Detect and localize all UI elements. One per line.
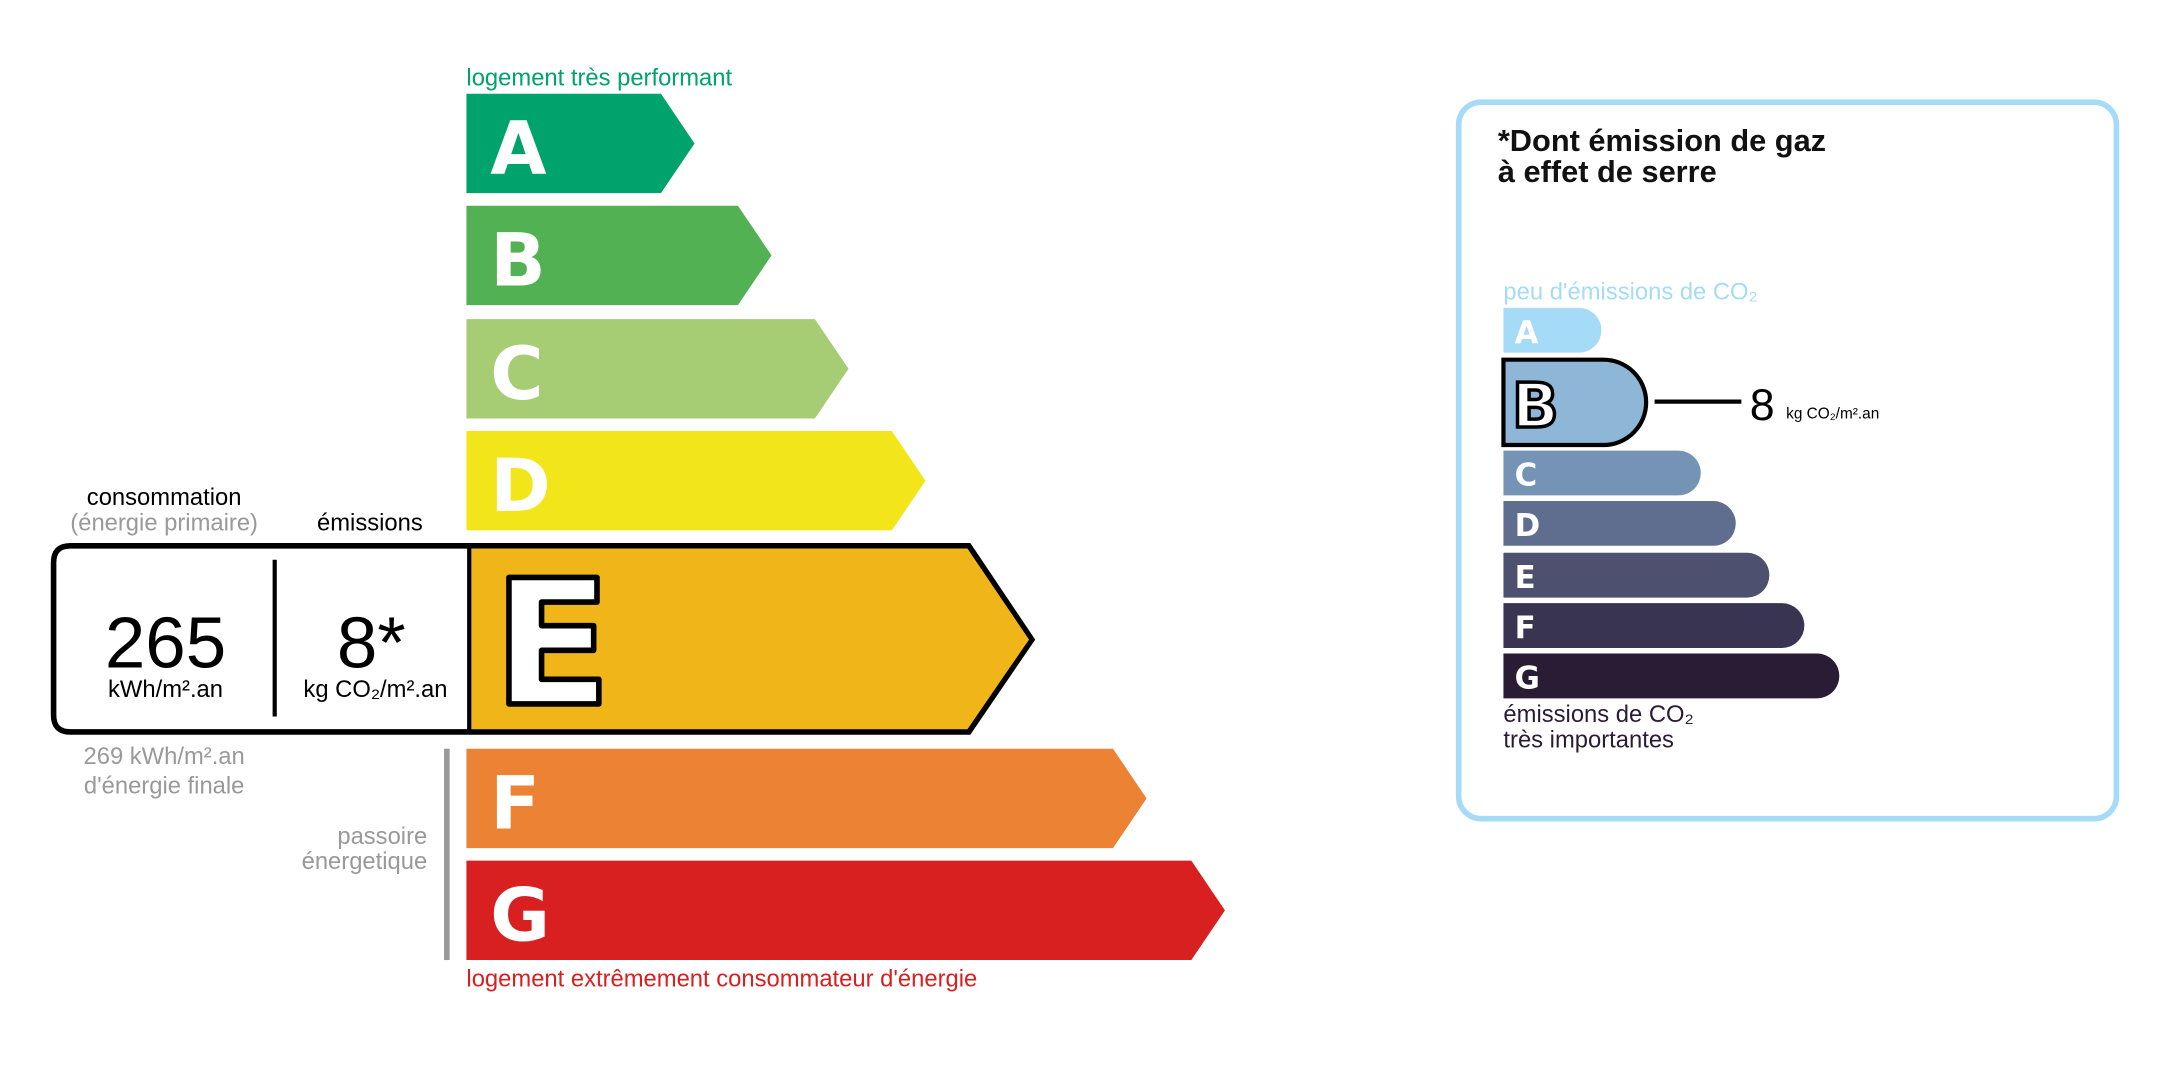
ges-class-bar-b bbox=[1501, 357, 1649, 448]
final-energy-value: 269 kWh/m².an bbox=[84, 743, 245, 770]
consumption-unit: kWh/m².an bbox=[108, 676, 223, 703]
ges-unit: kg CO₂/m².an bbox=[1786, 405, 1879, 422]
ges-class-letter-f: F bbox=[1515, 610, 1536, 646]
energy-class-bar-g bbox=[466, 860, 1225, 961]
current-energy-letter: E bbox=[493, 543, 612, 745]
ges-title-2: à effet de serre bbox=[1498, 154, 1717, 189]
energy-class-letter-d: D bbox=[490, 444, 550, 529]
energy-top-label: logement très performant bbox=[466, 64, 732, 91]
passoire-label-1: passoire bbox=[337, 823, 427, 850]
emissions-label: émissions bbox=[317, 509, 423, 536]
ges-class-bar-f bbox=[1503, 603, 1805, 648]
ges-class-letter-g: G bbox=[1515, 661, 1540, 697]
energy-class-letter-a: A bbox=[490, 107, 546, 192]
energy-class-bar-b bbox=[466, 205, 772, 306]
energy-class-bar-d bbox=[466, 431, 926, 531]
energy-class-letter-f: F bbox=[490, 761, 540, 846]
energy-class-bar-f bbox=[466, 748, 1147, 849]
consumption-sub-label: (énergie primaire) bbox=[70, 509, 258, 536]
ges-bottom-label-2: très importantes bbox=[1503, 726, 1674, 753]
ges-title-1: *Dont émission de gaz bbox=[1498, 123, 1826, 158]
ges-class-letter-b: B bbox=[1512, 370, 1559, 442]
energy-class-letter-b: B bbox=[490, 218, 545, 303]
energy-class-bar-c bbox=[466, 319, 849, 419]
ges-class-letter-e: E bbox=[1515, 560, 1536, 596]
energy-class-bar-a bbox=[466, 93, 695, 194]
ges-value: 8 bbox=[1750, 380, 1775, 430]
consumption-label: consommation bbox=[87, 484, 242, 511]
ges-class-bar-g bbox=[1503, 653, 1840, 699]
consumption-value: 265 bbox=[105, 603, 226, 684]
ges-bottom-label-1: émissions de CO₂ bbox=[1503, 701, 1693, 728]
ges-class-bar-e bbox=[1503, 552, 1770, 598]
ges-class-letter-a: A bbox=[1515, 315, 1539, 351]
passoire-bar bbox=[444, 748, 450, 961]
ges-class-letter-d: D bbox=[1515, 508, 1541, 544]
ges-top-label: peu d'émissions de CO₂ bbox=[1503, 278, 1757, 305]
energy-class-letter-g: G bbox=[490, 873, 550, 958]
ges-class-bar-d bbox=[1503, 501, 1736, 546]
emissions-unit: kg CO₂/m².an bbox=[303, 676, 447, 703]
emissions-value: 8* bbox=[337, 603, 406, 684]
passoire-label-2: énergetique bbox=[302, 848, 428, 875]
ges-class-bar-c bbox=[1503, 450, 1701, 496]
energy-class-letter-c: C bbox=[490, 332, 543, 417]
ges-class-letter-c: C bbox=[1515, 458, 1538, 494]
ges-class-bar-a bbox=[1503, 307, 1602, 353]
energy-bottom-label: logement extrêmement consommateur d'éner… bbox=[466, 966, 977, 993]
final-energy-label: d'énergie finale bbox=[84, 773, 245, 800]
current-energy-arrow bbox=[469, 548, 1030, 730]
